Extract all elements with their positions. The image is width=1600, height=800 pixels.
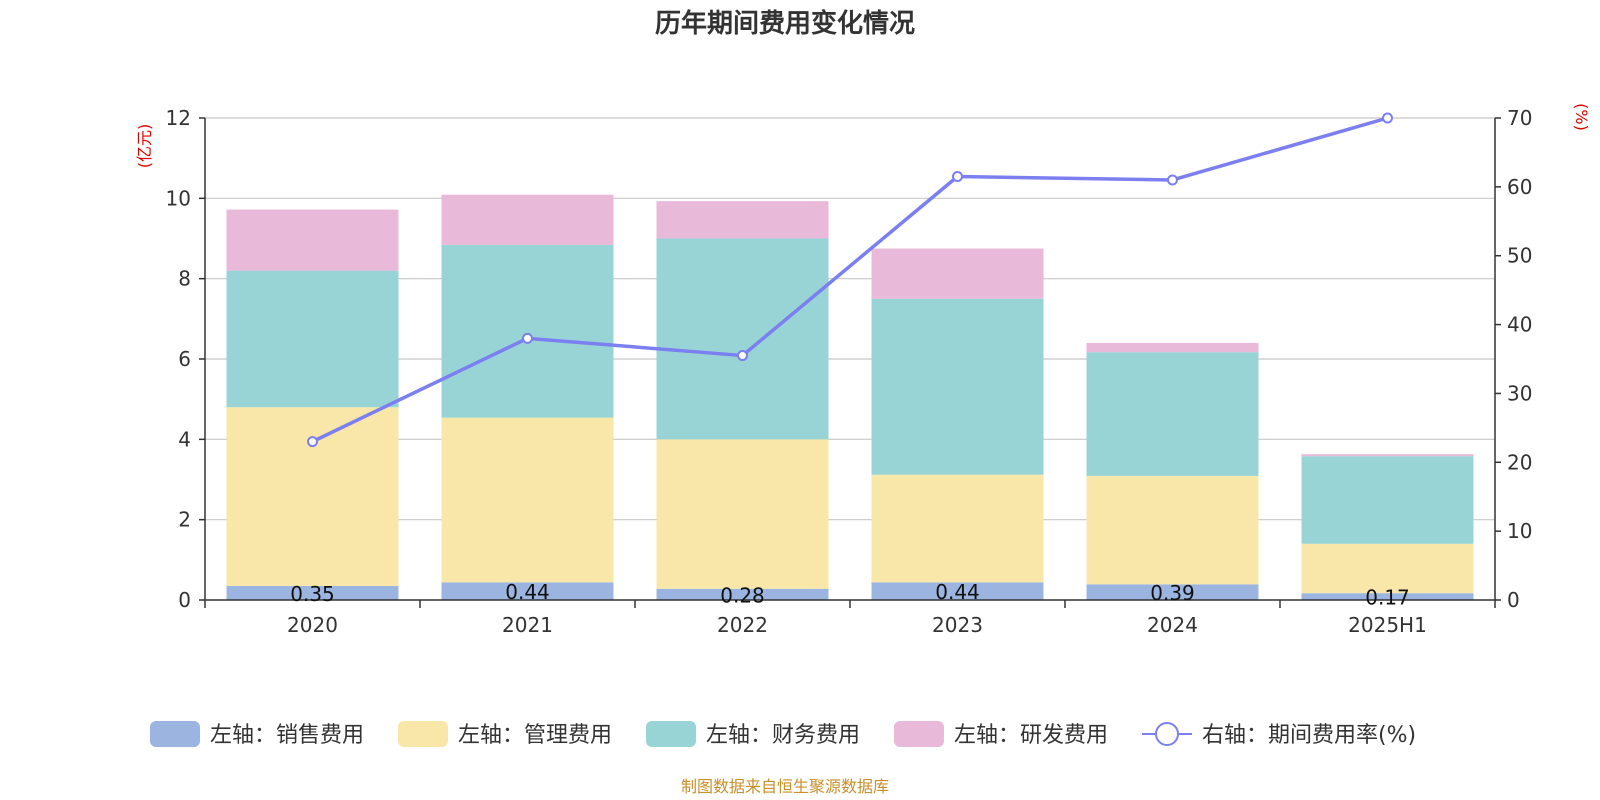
y-right-tick-label: 60 <box>1507 175 1532 199</box>
bar-segment <box>226 270 399 408</box>
rate-point <box>522 332 533 344</box>
bar-segment <box>656 201 829 239</box>
bar-segment <box>1301 543 1474 594</box>
legend-swatch <box>150 721 200 747</box>
bar-segment <box>441 244 614 418</box>
y-left-tick-label: 6 <box>178 347 191 371</box>
legend-swatch <box>398 721 448 747</box>
x-tick-label: 2021 <box>502 613 553 637</box>
bar-segment <box>226 209 399 271</box>
y-right-tick-label: 70 <box>1507 106 1532 130</box>
rate-point <box>952 171 963 183</box>
y-right-tick-label: 40 <box>1507 313 1532 337</box>
bar-segment <box>226 407 399 586</box>
y-right-tick-label: 20 <box>1507 450 1532 474</box>
x-tick-label: 2020 <box>287 613 338 637</box>
rate-line <box>307 112 1393 448</box>
legend-label: 右轴：期间费用率(%) <box>1202 723 1416 748</box>
legend: 左轴：销售费用 左轴：管理费用 左轴：财务费用 左轴：研发费用 右轴：期间费用率(%) <box>150 721 1416 748</box>
rate-point <box>1167 174 1178 186</box>
y-left-tick-label: 10 <box>166 186 191 210</box>
legend-item: 左轴：管理费用 <box>398 721 612 748</box>
bar-segment <box>226 585 399 600</box>
bar-segment <box>441 194 614 245</box>
legend-label: 左轴：研发费用 <box>954 723 1108 748</box>
y-left-tick-label: 0 <box>178 588 191 612</box>
rate-point <box>307 436 318 448</box>
legend-label: 左轴：管理费用 <box>458 723 612 748</box>
y-left-tick-label: 4 <box>178 427 191 451</box>
bar-segment <box>1301 456 1474 544</box>
rate-point <box>1382 112 1393 124</box>
x-tick-label: 2022 <box>717 613 768 637</box>
y-right-tick-label: 0 <box>1507 588 1520 612</box>
bar-segment <box>1086 342 1259 353</box>
bar-segment <box>441 582 614 600</box>
y-left-tick-label: 8 <box>178 267 191 291</box>
rate-point <box>737 350 748 362</box>
data-labels: 0.35 0.44 0.28 0.44 0.39 0.17 <box>290 580 1410 609</box>
legend-item: 左轴：财务费用 <box>646 721 860 748</box>
rate-line-path <box>311 116 1388 444</box>
y-right-tick-label: 30 <box>1507 381 1532 405</box>
axes: 0 2 4 6 8 10 12 0 10 20 30 40 50 60 70 2020 2021 2022 2023… <box>166 106 1533 637</box>
legend-item: 左轴：销售费用 <box>150 721 364 748</box>
legend-item: 右轴：期间费用率(%) <box>1142 722 1416 748</box>
x-tick-label: 2024 <box>1147 613 1198 637</box>
bars <box>226 194 1474 600</box>
sales-expense-label: 0.44 <box>505 580 550 604</box>
bar-segment <box>1086 584 1259 600</box>
bar-segment <box>1086 475 1259 585</box>
y-right-tick-label: 10 <box>1507 519 1532 543</box>
sales-expense-label: 0.28 <box>720 583 765 607</box>
bar-segment <box>871 248 1044 299</box>
bar-segment <box>871 582 1044 600</box>
y-right-unit: (%) <box>1572 103 1591 131</box>
y-left-tick-label: 2 <box>178 508 191 532</box>
x-tick-label: 2025H1 <box>1348 613 1427 637</box>
sales-expense-label: 0.35 <box>290 582 335 606</box>
bar-segment <box>1086 352 1259 476</box>
bar-segment <box>1301 593 1474 600</box>
legend-marker <box>1155 722 1179 746</box>
bar-segment <box>656 588 829 600</box>
bar-segment <box>656 238 829 440</box>
sales-expense-label: 0.39 <box>1150 581 1195 605</box>
grid-lines <box>205 117 1495 521</box>
y-left-unit: (亿元) <box>135 124 154 169</box>
legend-label: 左轴：销售费用 <box>210 723 364 748</box>
legend-swatch <box>894 721 944 747</box>
chart-title: 历年期间费用变化情况 <box>655 8 915 39</box>
bar-segment <box>871 474 1044 583</box>
legend-swatch <box>646 721 696 747</box>
y-left-tick-label: 12 <box>166 106 191 130</box>
bar-segment <box>1301 454 1474 457</box>
sales-expense-label: 0.44 <box>935 580 980 604</box>
x-tick-label: 2023 <box>932 613 983 637</box>
bar-segment <box>656 439 829 589</box>
source-note: 制图数据来自恒生聚源数据库 <box>681 777 889 796</box>
legend-label: 左轴：财务费用 <box>706 723 860 748</box>
y-right-tick-label: 50 <box>1507 244 1532 268</box>
sales-expense-label: 0.17 <box>1365 586 1410 610</box>
bar-segment <box>441 417 614 583</box>
bar-segment <box>871 298 1044 475</box>
legend-item: 左轴：研发费用 <box>894 721 1108 748</box>
